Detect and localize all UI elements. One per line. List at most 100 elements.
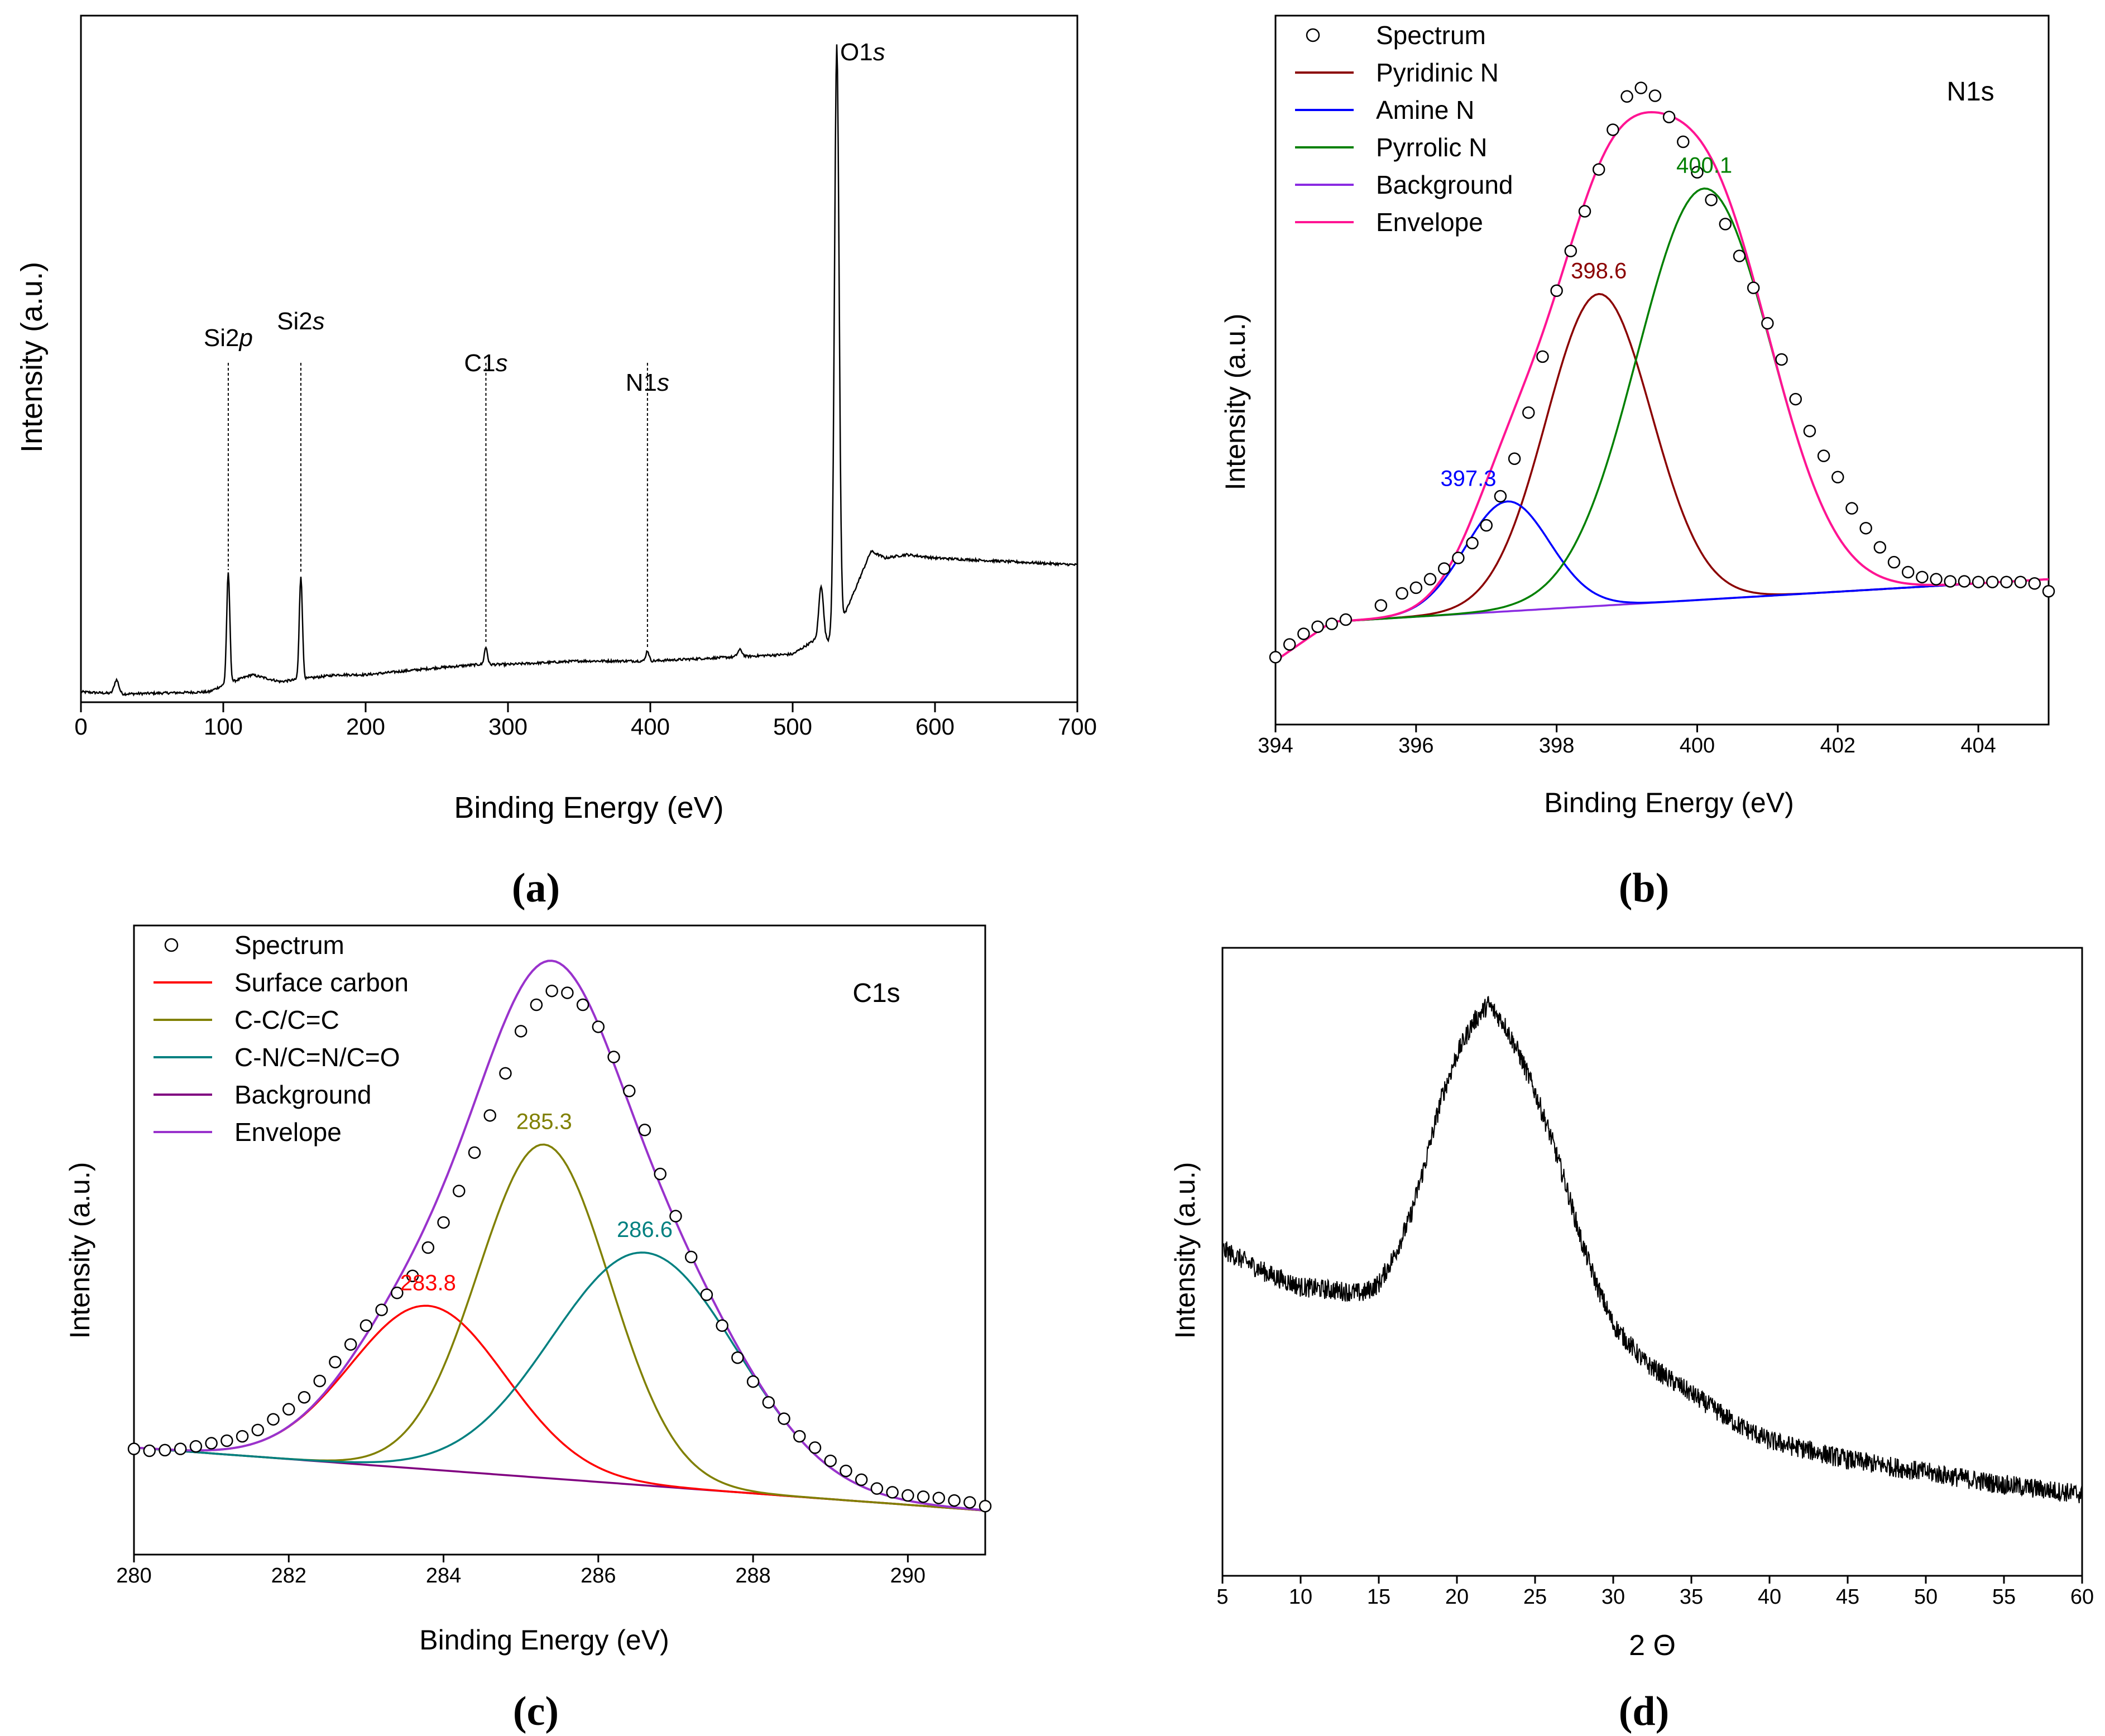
panel-d-x-axis-label: 2 Θ xyxy=(1629,1629,1676,1662)
panel-b-spectrum-point xyxy=(1747,281,1760,294)
panel-b-legend-item: Background xyxy=(1376,170,1513,199)
panel-b-spectrum-point xyxy=(1859,521,1872,535)
panel-c-spectrum-point xyxy=(189,1440,203,1453)
panel-b-spectrum-point xyxy=(1437,562,1451,575)
panel-c-spectrum-point xyxy=(886,1486,899,1499)
panel-c-x-ticks: 280 282 284 286 288 290 xyxy=(116,1555,926,1588)
panel-b-spectrum-point xyxy=(1761,316,1774,330)
panel-b-spectrum-point xyxy=(1691,166,1704,179)
panel-d-x-tick-label: 45 xyxy=(1836,1585,1859,1609)
panel-c-legend: Spectrum Surface carbon C-C/C=C C-N/C=N/C=O… xyxy=(154,931,409,1147)
panel-c-x-tick-label: 280 xyxy=(116,1564,151,1588)
panel-c-spectrum-point xyxy=(855,1473,868,1486)
panel-c-spectrum-point xyxy=(870,1482,884,1495)
panel-b-spectrum-point xyxy=(1831,471,1844,484)
panel-c-spectrum-point xyxy=(359,1319,373,1332)
panel-c-peak-value: 285.3 xyxy=(516,1109,572,1134)
panel-b-spectrum-point xyxy=(1494,490,1507,503)
panel-b-spectrum-point xyxy=(1269,651,1282,664)
panel-b-spectrum-point xyxy=(1452,552,1465,564)
panel-c-x-tick-label: 290 xyxy=(890,1564,926,1588)
panel-a-x-tick-label: 100 xyxy=(204,713,243,740)
panel-b-spectrum-point xyxy=(1508,452,1521,465)
panel-c-corner-label: C1s xyxy=(852,979,900,1008)
panel-b-spectrum-point xyxy=(1283,638,1296,651)
panel-b-legend-item: Pyrrolic N xyxy=(1376,133,1487,162)
panel-d-x-tick-label: 35 xyxy=(1680,1585,1703,1609)
panel-a-y-axis-label: Intensity (a.u.) xyxy=(15,262,49,453)
panel-a-x-tick-label: 400 xyxy=(631,713,670,740)
panel-b-spectrum-point xyxy=(2014,576,2027,588)
panel-c-frame xyxy=(133,924,986,1556)
panel-c-spectrum-point xyxy=(778,1412,790,1425)
panel-b-x-tick-label: 402 xyxy=(1820,734,1855,757)
panel-b-spectrum-point xyxy=(1705,193,1718,207)
panel-c-spectrum-point xyxy=(375,1303,388,1316)
panel-b-peak-value: 397.3 xyxy=(1440,466,1496,491)
panel-a-x-tick-label: 0 xyxy=(74,713,87,740)
panel-b-x-ticks: 394 396 398 400 402 404 xyxy=(1258,725,1996,757)
panel-a-peak-label: C1s xyxy=(464,349,507,377)
panel-c-spectrum-point xyxy=(545,984,558,998)
panel-a-frame xyxy=(80,15,1078,703)
panel-a-x-tick-label: 600 xyxy=(915,713,955,740)
panel-d-x-tick-label: 60 xyxy=(2070,1585,2094,1609)
panel-b-corner-label: N1s xyxy=(1946,77,1994,107)
panel-b-frame xyxy=(1274,15,2050,726)
panel-c-spectrum-point xyxy=(932,1492,946,1504)
panel-c-spectrum-point xyxy=(406,1269,419,1282)
panel-c-spectrum-point xyxy=(453,1184,466,1197)
panel-b-legend-marker xyxy=(1306,28,1320,42)
panel-b-spectrum-point xyxy=(2000,576,2013,588)
panel-b-x-tick-label: 404 xyxy=(1960,734,1996,757)
panel-b-spectrum-point xyxy=(1958,575,1971,588)
panel-c-peak-labels: 283.8 285.3 286.6 xyxy=(400,1109,673,1295)
panel-b-spectrum-point xyxy=(1423,573,1437,586)
panel-a-x-axis-label: Binding Energy (eV) xyxy=(454,791,723,824)
panel-c-spectrum-point xyxy=(840,1464,852,1478)
panel-c-x-tick-label: 288 xyxy=(735,1564,770,1588)
panel-c-x-axis-label: Binding Energy (eV) xyxy=(419,1624,669,1656)
panel-c-spectrum-point xyxy=(684,1250,698,1264)
panel-d-x-tick-label: 40 xyxy=(1758,1585,1781,1609)
panel-c-spectrum-point xyxy=(654,1167,666,1181)
panel-b-spectrum-point xyxy=(1620,90,1633,103)
panel-d-x-ticks: 5 10 15 20 25 30 35 40 45 50 55 60 xyxy=(1216,1576,2094,1609)
panel-d-x-tick-label: 50 xyxy=(1914,1585,1938,1609)
panel-c-spectrum-point xyxy=(282,1403,295,1416)
panel-c-spectrum-point xyxy=(437,1216,450,1229)
panel-b-spectrum-point xyxy=(1845,502,1858,515)
panel-b-spectrum-point xyxy=(1944,575,1957,588)
panel-c-spectrum-point xyxy=(499,1067,512,1080)
panel-c-legend-item: Background xyxy=(234,1080,372,1109)
panel-b-legend-item: Amine N xyxy=(1376,95,1474,124)
panel-c-spectrum-point xyxy=(344,1338,357,1351)
panel-c-peak-value: 286.6 xyxy=(617,1217,673,1242)
panel-b-x-axis-label: Binding Energy (eV) xyxy=(1544,787,1794,818)
panel-b-spectrum-point xyxy=(1396,587,1408,600)
panel-c-spectrum-point xyxy=(267,1413,280,1426)
panel-b-x-tick-label: 396 xyxy=(1398,734,1433,757)
panel-c-spectrum-point xyxy=(205,1437,218,1450)
panel-c-spectrum-point xyxy=(808,1441,822,1454)
panel-d-x-tick-label: 5 xyxy=(1216,1585,1228,1609)
panel-b-x-tick-label: 400 xyxy=(1680,734,1715,757)
panel-b-spectrum-point xyxy=(1775,353,1788,366)
panel-b-n1s-spectrum: 394 396 398 400 402 404 Spectrum Pyridinic N Am… xyxy=(1220,15,2055,911)
panel-c-spectrum-point xyxy=(623,1085,636,1097)
panel-b-spectrum-point xyxy=(1592,163,1605,176)
panel-c-spectrum-point xyxy=(592,1020,605,1033)
panel-c-spectrum-point xyxy=(514,1025,528,1038)
panel-c-spectrum-point xyxy=(468,1146,481,1159)
panel-d-x-tick-label: 10 xyxy=(1289,1585,1312,1609)
panel-c-spectrum-point xyxy=(669,1210,682,1222)
panel-b-spectrum-point xyxy=(1972,576,1985,588)
panel-b-spectrum-point xyxy=(1887,555,1901,569)
panel-c-legend-item: C-C/C=C xyxy=(234,1005,339,1034)
panel-c-y-axis-label: Intensity (a.u.) xyxy=(64,1162,95,1339)
panel-c-spectrum-point xyxy=(143,1444,156,1457)
panel-b-legend-item: Envelope xyxy=(1376,208,1483,237)
panel-c-spectrum-point xyxy=(329,1355,342,1369)
panel-b-spectrum-point xyxy=(1817,449,1830,462)
panel-c-spectrum-point xyxy=(607,1051,620,1063)
